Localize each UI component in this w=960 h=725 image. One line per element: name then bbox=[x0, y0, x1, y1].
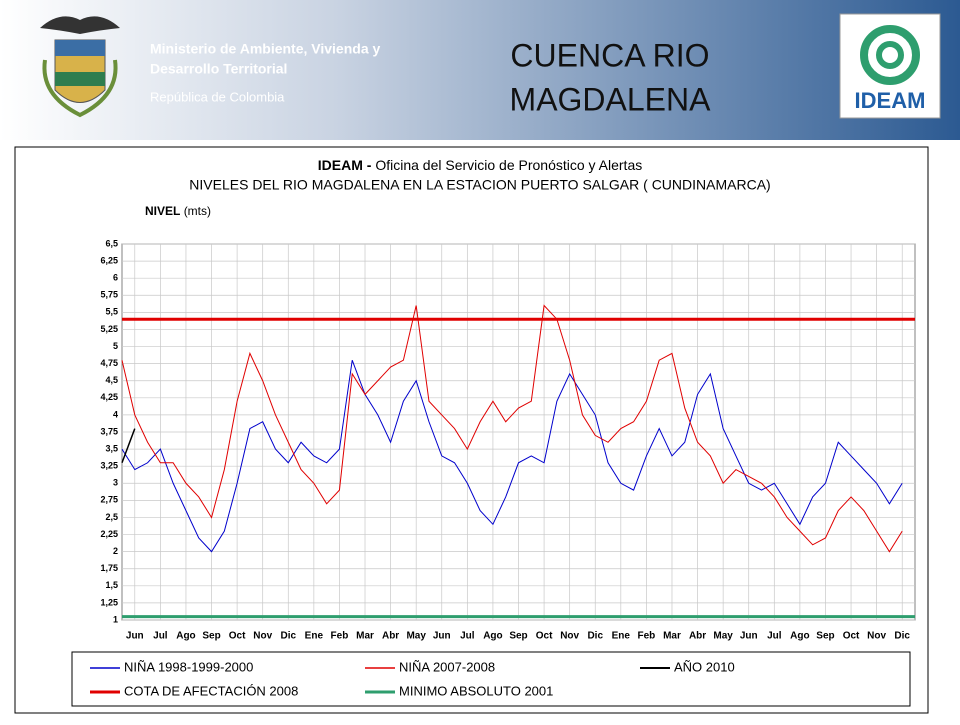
x-tick-label: Mar bbox=[356, 631, 374, 642]
chart-title-bold: IDEAM - bbox=[318, 157, 372, 173]
x-tick-label: Sep bbox=[202, 631, 220, 642]
y-tick-label: 5 bbox=[113, 341, 118, 351]
x-tick-label: Nov bbox=[253, 631, 272, 642]
x-tick-label: Feb bbox=[638, 631, 656, 642]
y-tick-label: 2,75 bbox=[100, 495, 118, 505]
y-tick-label: 3,75 bbox=[100, 426, 118, 436]
y-tick-label: 6,5 bbox=[105, 238, 118, 248]
y-tick-label: 6,25 bbox=[100, 255, 118, 265]
x-tick-label: Abr bbox=[382, 631, 399, 642]
chart-title-rest: Oficina del Servicio de Pronóstico y Ale… bbox=[375, 157, 642, 173]
y-tick-label: 2,25 bbox=[100, 529, 118, 539]
ideam-logo: IDEAM bbox=[839, 13, 941, 119]
x-tick-label: Dic bbox=[587, 631, 603, 642]
legend-box bbox=[71, 651, 911, 707]
series-line bbox=[121, 360, 903, 553]
y-tick-label: 5,75 bbox=[100, 290, 118, 300]
x-tick-label: Ene bbox=[305, 631, 324, 642]
x-tick-label: Jun bbox=[433, 631, 451, 642]
x-tick-label: Dic bbox=[280, 631, 296, 642]
x-tick-label: Dic bbox=[894, 631, 910, 642]
legend-label: NIÑA 2007-2008 bbox=[399, 659, 495, 674]
coat-of-arms bbox=[40, 16, 120, 118]
y-axis-label: NIVEL (mts) bbox=[145, 204, 211, 218]
y-tick-label: 3,5 bbox=[105, 443, 118, 453]
x-tick-label: Jul bbox=[767, 631, 782, 642]
logo-text: IDEAM bbox=[855, 88, 926, 113]
x-tick-label: May bbox=[713, 631, 733, 642]
x-tick-label: Oct bbox=[843, 631, 860, 642]
x-tick-label: Jun bbox=[126, 631, 144, 642]
slide-title: CUENCA RIO bbox=[510, 37, 709, 73]
y-label-bold: NIVEL bbox=[145, 204, 180, 218]
y-tick-label: 4,5 bbox=[105, 375, 118, 385]
ministry-line: Ministerio de Ambiente, Vivienda y bbox=[150, 41, 380, 57]
country: República de Colombia bbox=[150, 89, 285, 104]
y-tick-label: 5,5 bbox=[105, 307, 118, 317]
y-tick-label: 3,25 bbox=[100, 461, 118, 471]
x-tick-label: Ene bbox=[612, 631, 631, 642]
y-tick-label: 4 bbox=[113, 409, 118, 419]
y-tick-label: 1,5 bbox=[105, 580, 118, 590]
y-tick-label: 6 bbox=[113, 273, 118, 283]
x-tick-label: Ago bbox=[790, 631, 809, 642]
x-tick-label: Sep bbox=[509, 631, 527, 642]
chart-subtitle: NIVELES DEL RIO MAGDALENA EN LA ESTACION… bbox=[189, 177, 770, 193]
ministry-line: Desarrollo Territorial bbox=[150, 61, 287, 77]
y-tick-label: 2,5 bbox=[105, 512, 118, 522]
x-tick-label: Jul bbox=[460, 631, 475, 642]
y-tick-label: 5,25 bbox=[100, 324, 118, 334]
y-tick-label: 2 bbox=[113, 546, 118, 556]
x-tick-label: Feb bbox=[331, 631, 349, 642]
x-tick-label: Jun bbox=[740, 631, 758, 642]
x-tick-label: Mar bbox=[663, 631, 681, 642]
header-banner bbox=[0, 0, 960, 140]
legend-label: MINIMO ABSOLUTO 2001 bbox=[399, 683, 553, 698]
y-tick-label: 3 bbox=[113, 478, 118, 488]
x-tick-label: Nov bbox=[560, 631, 579, 642]
x-tick-label: Ago bbox=[176, 631, 195, 642]
x-tick-label: Ago bbox=[483, 631, 502, 642]
x-tick-label: Abr bbox=[689, 631, 706, 642]
x-tick-label: May bbox=[406, 631, 426, 642]
legend-label: NIÑA 1998-1999-2000 bbox=[124, 659, 253, 674]
y-tick-label: 1,25 bbox=[100, 597, 118, 607]
series-line bbox=[121, 304, 903, 553]
y-tick-label: 4,25 bbox=[100, 392, 118, 402]
x-tick-label: Sep bbox=[816, 631, 834, 642]
chart-title: IDEAM - Oficina del Servicio de Pronósti… bbox=[318, 157, 642, 173]
legend-label: AÑO 2010 bbox=[674, 659, 735, 674]
x-tick-label: Oct bbox=[229, 631, 246, 642]
series-line bbox=[121, 428, 136, 464]
x-tick-label: Oct bbox=[536, 631, 553, 642]
x-tick-label: Nov bbox=[867, 631, 886, 642]
y-label-rest: (mts) bbox=[184, 204, 211, 218]
x-tick-label: Jul bbox=[153, 631, 168, 642]
legend-label: COTA DE AFECTACIÓN 2008 bbox=[124, 683, 298, 698]
slide-title: MAGDALENA bbox=[510, 81, 712, 117]
y-tick-label: 4,75 bbox=[100, 358, 118, 368]
y-tick-label: 1 bbox=[113, 614, 118, 624]
y-tick-label: 1,75 bbox=[100, 563, 118, 573]
